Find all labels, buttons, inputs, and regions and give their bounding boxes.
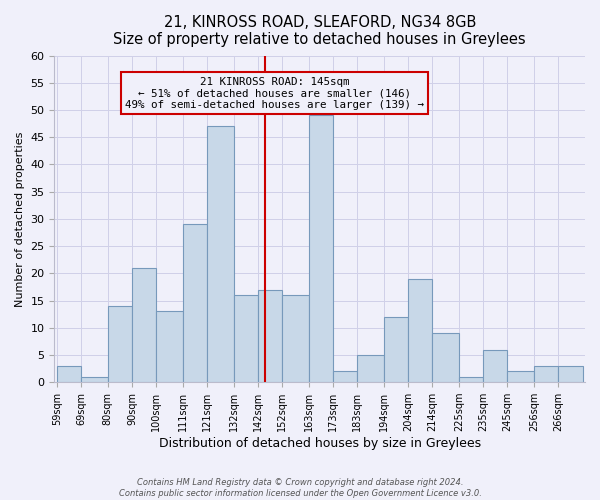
Bar bbox=[408, 279, 433, 382]
Bar bbox=[459, 377, 483, 382]
Bar bbox=[309, 116, 333, 382]
Bar bbox=[156, 312, 183, 382]
Bar bbox=[57, 366, 81, 382]
Text: Contains HM Land Registry data © Crown copyright and database right 2024.
Contai: Contains HM Land Registry data © Crown c… bbox=[119, 478, 481, 498]
Bar bbox=[384, 317, 408, 382]
Bar bbox=[207, 126, 233, 382]
Bar bbox=[258, 290, 282, 382]
Bar bbox=[483, 350, 508, 382]
Bar bbox=[333, 372, 357, 382]
Y-axis label: Number of detached properties: Number of detached properties bbox=[15, 131, 25, 306]
Title: 21, KINROSS ROAD, SLEAFORD, NG34 8GB
Size of property relative to detached house: 21, KINROSS ROAD, SLEAFORD, NG34 8GB Siz… bbox=[113, 15, 526, 48]
X-axis label: Distribution of detached houses by size in Greylees: Distribution of detached houses by size … bbox=[158, 437, 481, 450]
Bar bbox=[108, 306, 132, 382]
Bar bbox=[508, 372, 534, 382]
Bar bbox=[81, 377, 108, 382]
Bar bbox=[132, 268, 156, 382]
Bar bbox=[183, 224, 207, 382]
Bar bbox=[282, 295, 309, 382]
Bar bbox=[357, 355, 384, 382]
Text: 21 KINROSS ROAD: 145sqm
← 51% of detached houses are smaller (146)
49% of semi-d: 21 KINROSS ROAD: 145sqm ← 51% of detache… bbox=[125, 76, 424, 110]
Bar bbox=[559, 366, 583, 382]
Bar bbox=[233, 295, 258, 382]
Bar bbox=[534, 366, 559, 382]
Bar bbox=[433, 333, 459, 382]
